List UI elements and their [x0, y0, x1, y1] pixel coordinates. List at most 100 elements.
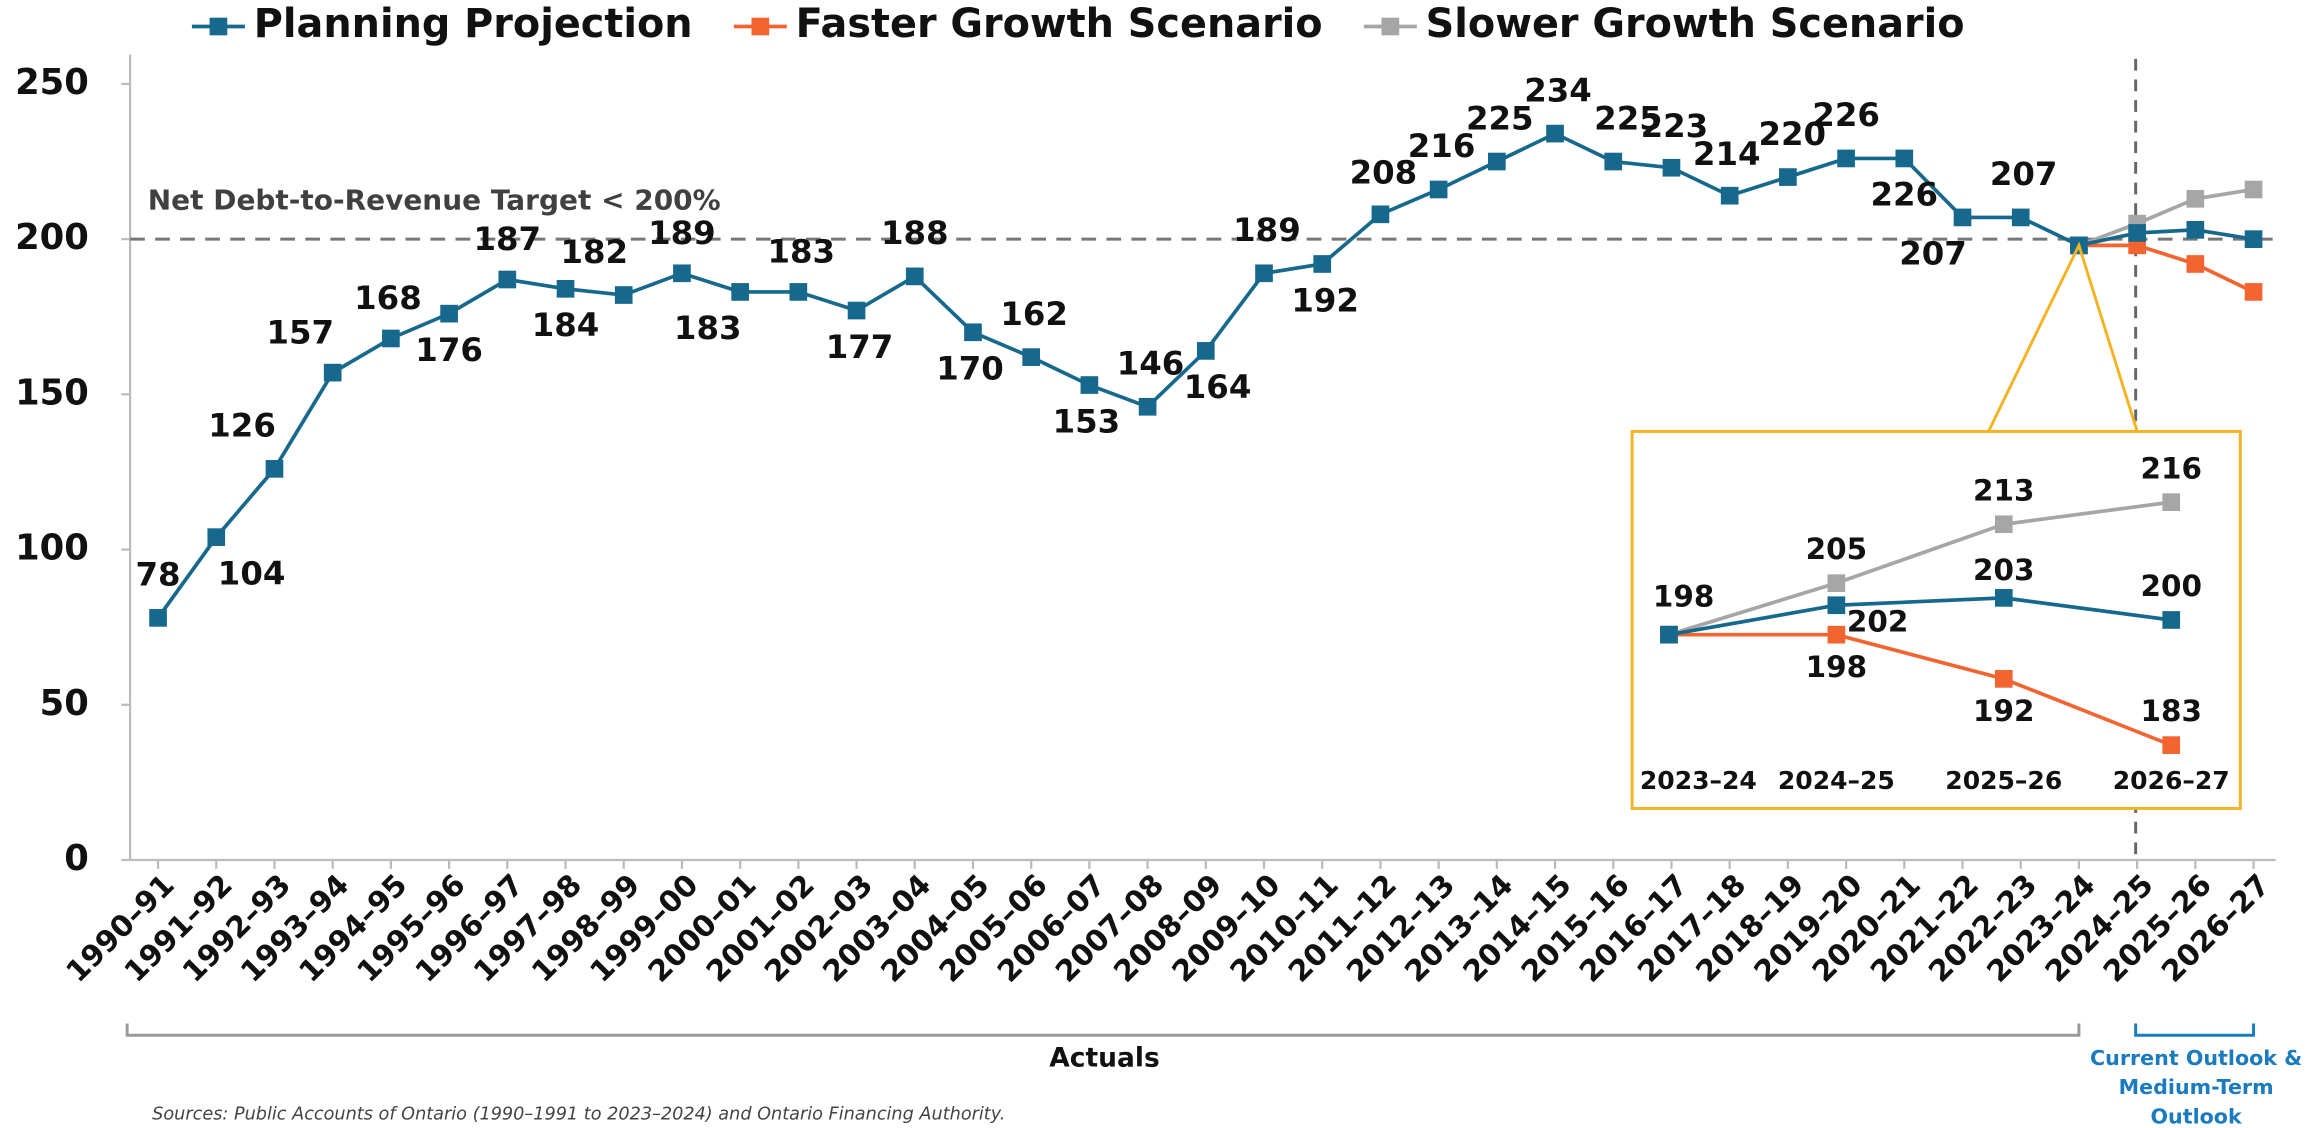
- marker: [847, 301, 866, 320]
- outlook-label: Medium-Term: [2119, 1075, 2274, 1099]
- actuals-label: Actuals: [1049, 1042, 1160, 1073]
- data-label: 157: [266, 313, 334, 351]
- data-label: 153: [1053, 402, 1121, 440]
- reference-label: Net Debt-to-Revenue Target < 200%: [148, 184, 721, 217]
- inset-category: 2024–25: [1778, 766, 1895, 795]
- callout: [1987, 241, 2139, 433]
- data-label: 126: [208, 407, 276, 445]
- outlook-bracket: [2134, 1023, 2256, 1037]
- data-label: 170: [936, 350, 1004, 388]
- data-label: 226: [1812, 96, 1880, 134]
- data-label: 146: [1117, 345, 1185, 383]
- marker: [1138, 397, 1157, 416]
- y-tick-label: 0: [64, 838, 89, 879]
- marker: [1720, 186, 1739, 205]
- marker: [1660, 625, 1678, 644]
- marker: [440, 304, 458, 323]
- marker: [1022, 348, 1041, 366]
- marker: [1827, 574, 1846, 592]
- marker: [905, 267, 924, 286]
- marker: [265, 460, 284, 478]
- outlook-label: Current Outlook &: [2090, 1046, 2302, 1070]
- data-label: 177: [826, 328, 894, 366]
- marker: [964, 323, 982, 342]
- marker: [207, 528, 226, 546]
- legend-marker: [751, 17, 770, 36]
- legend-label: Faster Growth Scenario: [796, 1, 1323, 47]
- inset-data-label: 216: [2141, 451, 2202, 485]
- marker: [1313, 255, 1332, 273]
- inset-data-label: 205: [1806, 532, 1867, 566]
- data-label: 187: [474, 220, 542, 258]
- inset-data-label: 202: [1847, 604, 1908, 638]
- marker: [2186, 255, 2205, 273]
- data-label: 225: [1466, 99, 1534, 137]
- actuals-bracket: [125, 1023, 2081, 1037]
- inset-data-label: 203: [1973, 553, 2034, 587]
- legend-label: Planning Projection: [254, 1, 693, 47]
- data-label: 78: [136, 556, 181, 594]
- marker: [1488, 152, 1506, 171]
- data-label: 216: [1408, 127, 1476, 165]
- data-label: 168: [354, 279, 422, 317]
- data-label: 189: [1233, 211, 1301, 249]
- data-label: 207: [1899, 235, 1967, 273]
- inset-data-label: 213: [1973, 473, 2034, 507]
- marker: [2186, 189, 2205, 208]
- marker: [1429, 180, 1448, 199]
- marker: [1827, 625, 1846, 644]
- marker: [382, 329, 400, 348]
- marker: [1953, 208, 1972, 227]
- data-label: 220: [1759, 115, 1827, 153]
- marker: [2244, 283, 2263, 301]
- data-label: 192: [1291, 281, 1359, 319]
- y-tick-label: 150: [15, 372, 89, 413]
- marker: [323, 363, 342, 382]
- y-tick-label: 100: [15, 528, 89, 569]
- legend-marker: [1381, 17, 1400, 36]
- data-label: 234: [1524, 71, 1592, 109]
- marker: [789, 283, 808, 301]
- marker: [556, 279, 575, 298]
- data-label: 162: [1000, 295, 1068, 333]
- marker: [498, 270, 517, 289]
- inset-frame: [1630, 429, 2242, 810]
- data-label: 183: [767, 233, 835, 271]
- marker: [2011, 208, 2030, 227]
- inset-line: [1668, 596, 2172, 637]
- legend-label: Slower Growth Scenario: [1426, 1, 1965, 47]
- marker: [1546, 124, 1564, 143]
- marker: [1827, 596, 1846, 615]
- series-line: [2078, 243, 2255, 294]
- marker: [2128, 224, 2146, 242]
- marker: [1255, 264, 1273, 283]
- inset-data-label: 200: [2141, 569, 2202, 603]
- data-label: 226: [1871, 176, 1939, 214]
- marker: [2162, 493, 2181, 511]
- marker: [1994, 670, 2013, 688]
- marker: [1837, 149, 1855, 168]
- inset-category: 2026–27: [2113, 766, 2230, 795]
- data-label: 208: [1350, 154, 1418, 192]
- data-label: 104: [218, 554, 286, 592]
- marker: [1371, 205, 1390, 224]
- data-label: 183: [674, 309, 742, 347]
- data-label: 176: [415, 331, 483, 369]
- data-label: 207: [1990, 155, 2058, 193]
- inset-category: 2023–24: [1640, 766, 1757, 795]
- marker: [1662, 158, 1681, 177]
- y-tick-label: 250: [15, 62, 89, 103]
- outlook-label: Outlook: [2151, 1105, 2243, 1128]
- inset-category: 2025–26: [1945, 766, 2062, 795]
- source-note: Sources: Public Accounts of Ontario (199…: [152, 1105, 1005, 1125]
- marker: [2244, 230, 2263, 248]
- marker: [731, 283, 749, 301]
- inset-line: [1668, 500, 2172, 637]
- y-tick-label: 200: [15, 217, 89, 258]
- marker: [1994, 515, 2013, 534]
- inset-data-label: 198: [1653, 579, 1714, 613]
- inset-data-label: 198: [1806, 650, 1867, 684]
- marker: [1779, 168, 1797, 186]
- data-label: 164: [1184, 368, 1252, 406]
